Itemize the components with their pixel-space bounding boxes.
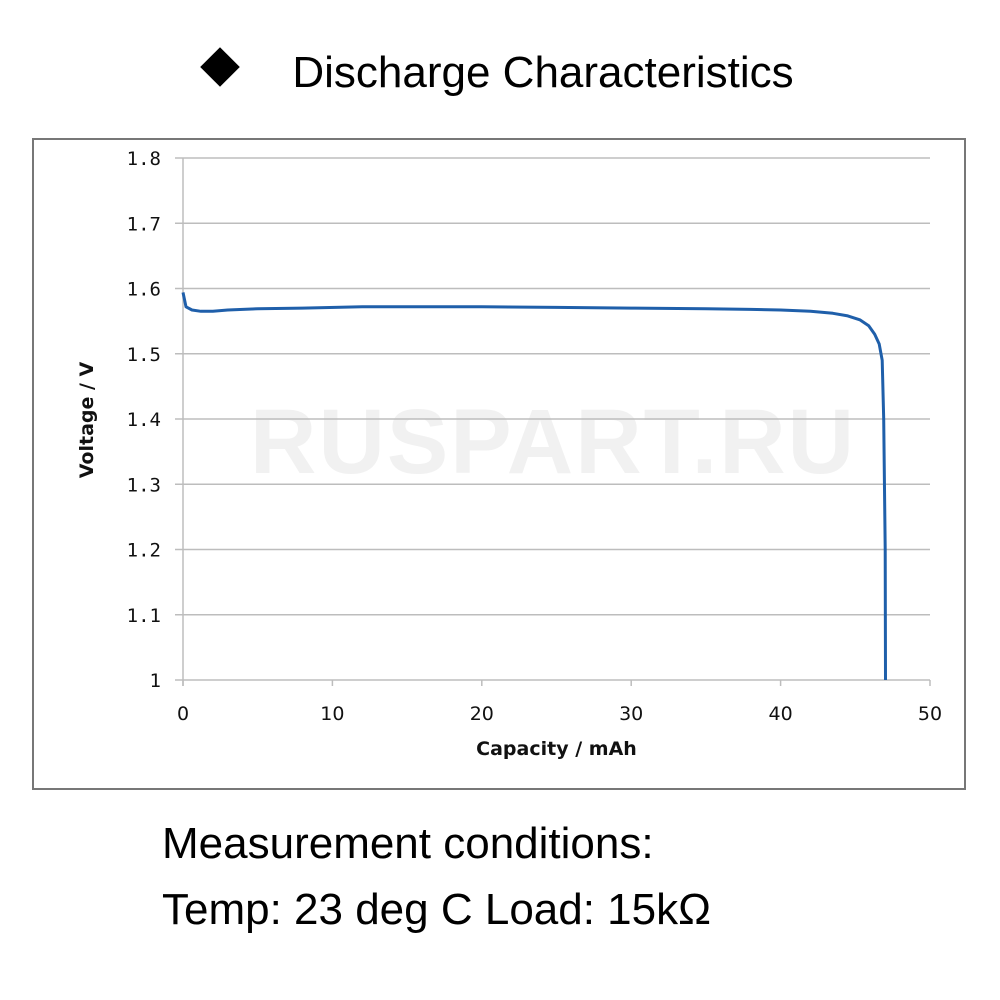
x-axis-label: Capacity / mAh xyxy=(476,738,637,760)
x-tick-label: 50 xyxy=(918,703,942,725)
y-tick-label: 1.3 xyxy=(127,474,161,496)
y-tick-label: 1.6 xyxy=(127,279,161,301)
x-tick-label: 20 xyxy=(470,703,494,725)
y-tick-label: 1.4 xyxy=(127,409,161,431)
y-tick-label: 1.5 xyxy=(127,344,161,366)
chart-frame xyxy=(32,138,966,790)
x-tick-label: 30 xyxy=(619,703,643,725)
watermark: RUSPART.RU xyxy=(250,391,857,493)
x-tick-label: 40 xyxy=(769,703,793,725)
conditions-line-2: Temp: 23 deg C Load: 15kΩ xyxy=(162,885,712,934)
y-tick-label: 1.2 xyxy=(127,540,161,562)
y-axis-label: Voltage / V xyxy=(76,361,98,478)
chart-title: Discharge Characteristics xyxy=(0,47,1000,98)
x-tick-label: 10 xyxy=(320,703,344,725)
x-tick-label: 0 xyxy=(177,703,189,725)
conditions-line-1: Measurement conditions: xyxy=(162,819,654,868)
y-tick-label: 1.7 xyxy=(127,213,161,235)
y-tick-label: 1.1 xyxy=(127,605,161,627)
chart-title-text: Discharge Characteristics xyxy=(292,48,794,97)
y-tick-label: 1.8 xyxy=(127,148,161,170)
y-tick-label: 1 xyxy=(150,670,161,692)
series-line-discharge xyxy=(181,292,887,681)
